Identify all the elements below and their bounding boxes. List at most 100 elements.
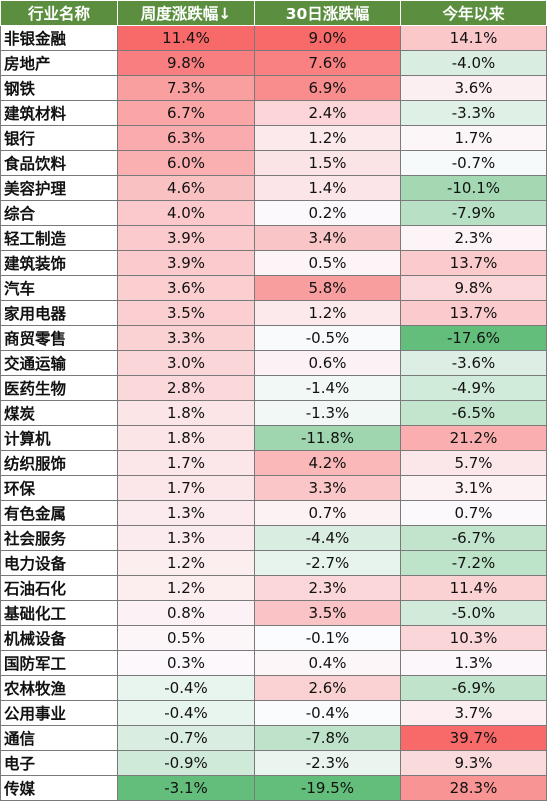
industry-name-cell: 美容护理	[0, 175, 118, 201]
industry-name-cell: 食品饮料	[0, 150, 118, 176]
table-row: 通信 -0.7% -7.8% 39.7%	[0, 725, 547, 751]
weekly-change-cell: 4.6%	[117, 175, 255, 201]
header-row: 行业名称 周度涨跌幅↓ 30日涨跌幅 今年以来	[0, 0, 547, 26]
table-body: 非银金融 11.4% 9.0% 14.1% 房地产 9.8% 7.6% -4.0% 钢铁 7.3%…	[0, 25, 547, 801]
header-industry-name[interactable]: 行业名称	[0, 0, 118, 26]
ytd-change-cell: -6.9%	[400, 675, 547, 701]
table-row: 交通运输 3.0% 0.6% -3.6%	[0, 350, 547, 376]
ytd-change-cell: 9.3%	[400, 750, 547, 776]
weekly-change-cell: 7.3%	[117, 75, 255, 101]
industry-name-cell: 建筑装饰	[0, 250, 118, 276]
ytd-change-cell: 9.8%	[400, 275, 547, 301]
ytd-change-cell: 1.7%	[400, 125, 547, 151]
industry-name-cell: 商贸零售	[0, 325, 118, 351]
d30-change-cell: -0.5%	[254, 325, 401, 351]
industry-name-cell: 基础化工	[0, 600, 118, 626]
weekly-change-cell: 1.2%	[117, 550, 255, 576]
d30-change-cell: -0.4%	[254, 700, 401, 726]
table-row: 轻工制造 3.9% 3.4% 2.3%	[0, 225, 547, 251]
d30-change-cell: 0.6%	[254, 350, 401, 376]
header-30d-change[interactable]: 30日涨跌幅	[254, 0, 401, 26]
ytd-change-cell: 21.2%	[400, 425, 547, 451]
weekly-change-cell: 0.3%	[117, 650, 255, 676]
ytd-change-cell: 28.3%	[400, 775, 547, 801]
table-row: 汽车 3.6% 5.8% 9.8%	[0, 275, 547, 301]
table-row: 电子 -0.9% -2.3% 9.3%	[0, 750, 547, 776]
ytd-change-cell: 13.7%	[400, 250, 547, 276]
weekly-change-cell: 3.6%	[117, 275, 255, 301]
industry-name-cell: 银行	[0, 125, 118, 151]
industry-name-cell: 机械设备	[0, 625, 118, 651]
d30-change-cell: -0.1%	[254, 625, 401, 651]
industry-name-cell: 非银金融	[0, 25, 118, 51]
ytd-change-cell: -5.0%	[400, 600, 547, 626]
industry-name-cell: 国防军工	[0, 650, 118, 676]
table-row: 建筑装饰 3.9% 0.5% 13.7%	[0, 250, 547, 276]
d30-change-cell: 6.9%	[254, 75, 401, 101]
weekly-change-cell: 11.4%	[117, 25, 255, 51]
weekly-change-cell: 0.8%	[117, 600, 255, 626]
weekly-change-cell: 1.7%	[117, 475, 255, 501]
ytd-change-cell: 10.3%	[400, 625, 547, 651]
d30-change-cell: -1.3%	[254, 400, 401, 426]
d30-change-cell: 2.6%	[254, 675, 401, 701]
weekly-change-cell: 1.8%	[117, 425, 255, 451]
table-row: 国防军工 0.3% 0.4% 1.3%	[0, 650, 547, 676]
industry-name-cell: 石油石化	[0, 575, 118, 601]
table-row: 非银金融 11.4% 9.0% 14.1%	[0, 25, 547, 51]
industry-name-cell: 社会服务	[0, 525, 118, 551]
industry-name-cell: 公用事业	[0, 700, 118, 726]
ytd-change-cell: 5.7%	[400, 450, 547, 476]
table-row: 传媒 -3.1% -19.5% 28.3%	[0, 775, 547, 801]
ytd-change-cell: -6.5%	[400, 400, 547, 426]
industry-name-cell: 煤炭	[0, 400, 118, 426]
table-row: 房地产 9.8% 7.6% -4.0%	[0, 50, 547, 76]
industry-name-cell: 建筑材料	[0, 100, 118, 126]
d30-change-cell: 4.2%	[254, 450, 401, 476]
industry-name-cell: 交通运输	[0, 350, 118, 376]
table-row: 电力设备 1.2% -2.7% -7.2%	[0, 550, 547, 576]
d30-change-cell: 0.5%	[254, 250, 401, 276]
table-row: 公用事业 -0.4% -0.4% 3.7%	[0, 700, 547, 726]
ytd-change-cell: 39.7%	[400, 725, 547, 751]
table-row: 环保 1.7% 3.3% 3.1%	[0, 475, 547, 501]
weekly-change-cell: 0.5%	[117, 625, 255, 651]
weekly-change-cell: -0.4%	[117, 700, 255, 726]
d30-change-cell: 7.6%	[254, 50, 401, 76]
weekly-change-cell: 1.2%	[117, 575, 255, 601]
industry-name-cell: 汽车	[0, 275, 118, 301]
header-weekly-change[interactable]: 周度涨跌幅↓	[117, 0, 255, 26]
weekly-change-cell: 1.3%	[117, 500, 255, 526]
d30-change-cell: 3.3%	[254, 475, 401, 501]
ytd-change-cell: 3.7%	[400, 700, 547, 726]
weekly-change-cell: 3.5%	[117, 300, 255, 326]
weekly-change-cell: -0.7%	[117, 725, 255, 751]
d30-change-cell: 2.4%	[254, 100, 401, 126]
table-row: 农林牧渔 -0.4% 2.6% -6.9%	[0, 675, 547, 701]
d30-change-cell: 3.4%	[254, 225, 401, 251]
d30-change-cell: 0.2%	[254, 200, 401, 226]
table-row: 综合 4.0% 0.2% -7.9%	[0, 200, 547, 226]
ytd-change-cell: 14.1%	[400, 25, 547, 51]
table-row: 商贸零售 3.3% -0.5% -17.6%	[0, 325, 547, 351]
weekly-change-cell: -0.4%	[117, 675, 255, 701]
header-ytd-change[interactable]: 今年以来	[400, 0, 547, 26]
weekly-change-cell: 1.3%	[117, 525, 255, 551]
ytd-change-cell: 11.4%	[400, 575, 547, 601]
industry-name-cell: 通信	[0, 725, 118, 751]
ytd-change-cell: -4.0%	[400, 50, 547, 76]
table-row: 纺织服饰 1.7% 4.2% 5.7%	[0, 450, 547, 476]
ytd-change-cell: -6.7%	[400, 525, 547, 551]
d30-change-cell: 0.7%	[254, 500, 401, 526]
ytd-change-cell: 0.7%	[400, 500, 547, 526]
industry-name-cell: 传媒	[0, 775, 118, 801]
d30-change-cell: -2.7%	[254, 550, 401, 576]
weekly-change-cell: 6.0%	[117, 150, 255, 176]
d30-change-cell: -19.5%	[254, 775, 401, 801]
weekly-change-cell: 6.3%	[117, 125, 255, 151]
industry-name-cell: 电子	[0, 750, 118, 776]
table-row: 食品饮料 6.0% 1.5% -0.7%	[0, 150, 547, 176]
industry-name-cell: 轻工制造	[0, 225, 118, 251]
weekly-change-cell: 1.8%	[117, 400, 255, 426]
